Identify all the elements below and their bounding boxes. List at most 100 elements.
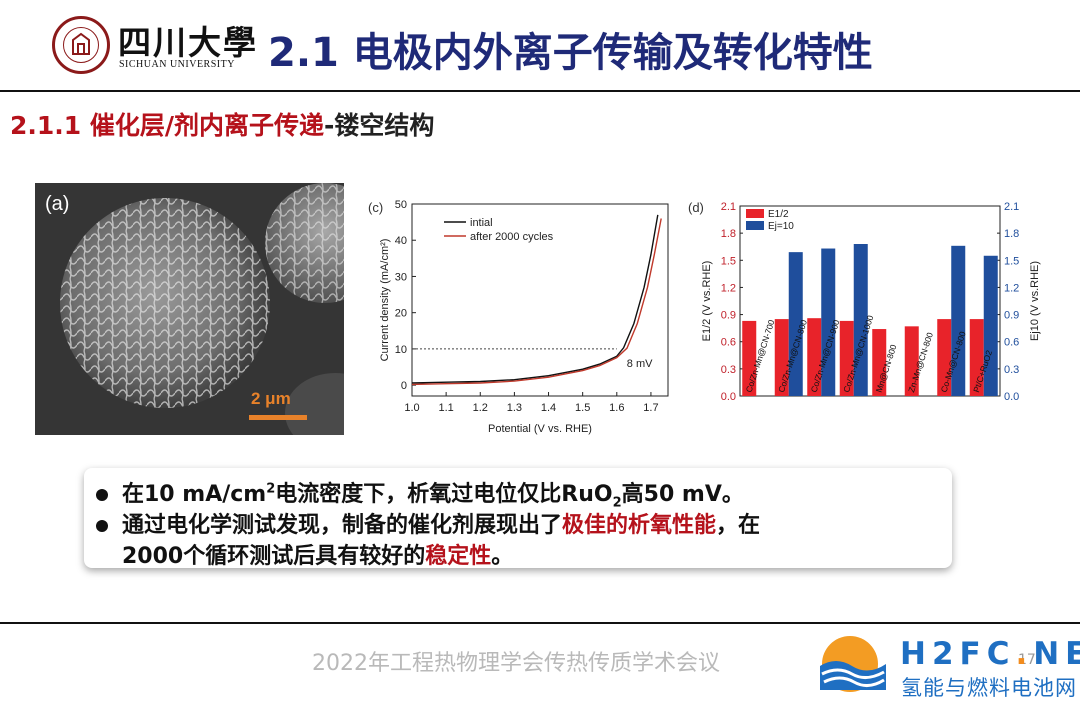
bar-1 [788,252,803,396]
y-left-tick-label: 2.1 [721,201,736,213]
bar-0 [872,329,887,396]
summary-box: 在10 mA/cm2电流密度下，析氧过电位仅比RuO2高50 mV。 通过电化学… [84,468,952,570]
y-left-tick-label: 0.0 [721,391,736,403]
bullet-3-highlight: 稳定性 [425,544,492,569]
university-seal-icon [52,16,110,74]
x-tick-label: 1.4 [541,402,556,414]
bar-0 [742,320,757,396]
y-right-tick-label: 0.6 [1004,337,1019,349]
bar-1 [983,255,998,396]
y-tick-label: 30 [395,271,407,283]
bullet-dot-icon [96,520,108,532]
watermark-brand: H2FC.NET [900,636,1080,672]
series-line-1 [411,218,662,386]
section-number: 2.1.1 [10,111,90,140]
section-topic: 催化层/剂内离子传递 [89,111,325,140]
scale-bar [249,415,307,420]
legend-swatch [746,209,764,218]
panel-label-d: (d) [688,200,704,215]
y-left-tick-label: 1.8 [721,228,736,240]
header-divider [0,90,1080,92]
annotation-label: 8 mV [627,358,653,370]
y-right-axis-label: Ej10 (V vs.RHE) [1029,261,1041,341]
bar-1 [951,245,966,396]
bar-1 [853,244,868,396]
y-left-tick-label: 0.6 [721,337,736,349]
bullet-1: 在10 mA/cm2电流密度下，析氧过电位仅比RuO2高50 mV。 [96,476,744,510]
y-right-tick-label: 1.2 [1004,282,1019,294]
seal-inner-ring [63,27,99,63]
legend-label: E1/2 [768,209,789,220]
x-tick-label: 1.2 [473,402,488,414]
x-tick-label: 1.1 [438,402,453,414]
brand-dot: . [1015,636,1034,672]
bar-0 [774,319,789,396]
bullet-2-text-a: 通过电化学测试发现，制备的催化剂展现出了 [122,513,563,538]
y-right-tick-label: 0.0 [1004,391,1019,403]
section-title: 2.1.1 催化层/剂内离子传递-镂空结构 [10,106,434,142]
panel-label-a: (a) [45,193,70,215]
bar-0 [807,318,822,396]
y-left-tick-label: 1.5 [721,255,736,267]
bullet-3-text-b: 。 [491,544,514,569]
x-tick-label: 1.7 [643,402,658,414]
lsv-chart: (c) 1.0 1.1 1.2 1.3 1.4 1.5 1.6 1.7 0 10 20 30 40 50 8 … [368,199,669,435]
bullet-2-cont: 2000个循环测试后具有较好的稳定性。 [122,538,513,570]
y-left-tick-label: 0.9 [721,310,736,322]
section-subtopic: -镂空结构 [324,111,435,140]
y-tick-label: 0 [401,380,407,392]
bullet-1-text-c: 高50 mV。 [621,482,744,507]
bullet-1-text-a: 在10 mA/cm [122,482,267,507]
y-right-tick-label: 0.3 [1004,364,1019,376]
legend-label: intial [470,217,493,229]
panel-label-c: (c) [368,200,383,215]
page-number: 17 [1018,652,1036,668]
bar-0 [937,319,952,396]
bullet-2-text-b: ，在 [716,513,761,538]
footer-divider [0,622,1080,624]
bullet-dot-icon [96,489,108,501]
legend-label: after 2000 cycles [470,231,554,243]
bar-0 [839,320,854,396]
h2fc-logo-icon [820,636,886,692]
x-tick-label: 1.5 [575,402,590,414]
conference-name: 2022年工程热物理学会传热传质学术会议 [312,651,720,676]
x-tick-label: 1.3 [507,402,522,414]
y-axis-label: Current density (mA/cm²) [379,239,391,362]
bullet-2-highlight: 极佳的析氧性能 [562,513,717,538]
y-right-tick-label: 2.1 [1004,201,1019,213]
y-tick-label: 50 [395,199,407,211]
bar-1 [821,248,836,396]
y-tick-label: 10 [395,344,407,356]
university-name-en: SICHUAN UNIVERSITY [119,59,235,70]
y-right-tick-label: 1.5 [1004,255,1019,267]
y-left-tick-label: 0.3 [721,364,736,376]
plot-frame [411,203,669,397]
y-tick-label: 40 [395,235,407,247]
x-tick-label: 1.0 [404,402,419,414]
y-right-tick-label: 0.9 [1004,310,1019,322]
gate-mark-icon [72,32,90,55]
bullet-1-sup: 2 [266,481,276,497]
x-tick-label: 1.6 [609,402,624,414]
watermark-tagline: 氢能与燃料电池网 [901,676,1077,700]
y-right-tick-label: 1.8 [1004,228,1019,240]
brand-left: H2FC [900,636,1016,672]
series-line-0 [411,214,659,384]
y-tick-label: 20 [395,308,407,320]
y-left-tick-label: 1.2 [721,282,736,294]
legend-swatch [746,221,764,230]
plot-frame [739,205,1001,397]
bullet-1-text-b: 电流密度下，析氧过电位仅比RuO [275,482,613,507]
sem-micrograph: (a) 2 μm [35,183,344,435]
y-left-axis-label: E1/2 (V vs.RHE) [701,261,713,342]
bar-0 [969,319,984,396]
bullet-2: 通过电化学测试发现，制备的催化剂展现出了极佳的析氧性能，在 [96,507,760,539]
university-name-cn: 四川大學 [118,23,258,62]
sem-texture [35,183,344,435]
legend-label: Ej=10 [768,221,794,232]
brand-right: NET [1033,636,1080,672]
page-title: 2.1 电极内外离子传输及转化特性 [268,30,873,76]
bullet-1-sub: 2 [612,495,622,511]
x-axis-label: Potential (V vs. RHE) [488,423,592,435]
